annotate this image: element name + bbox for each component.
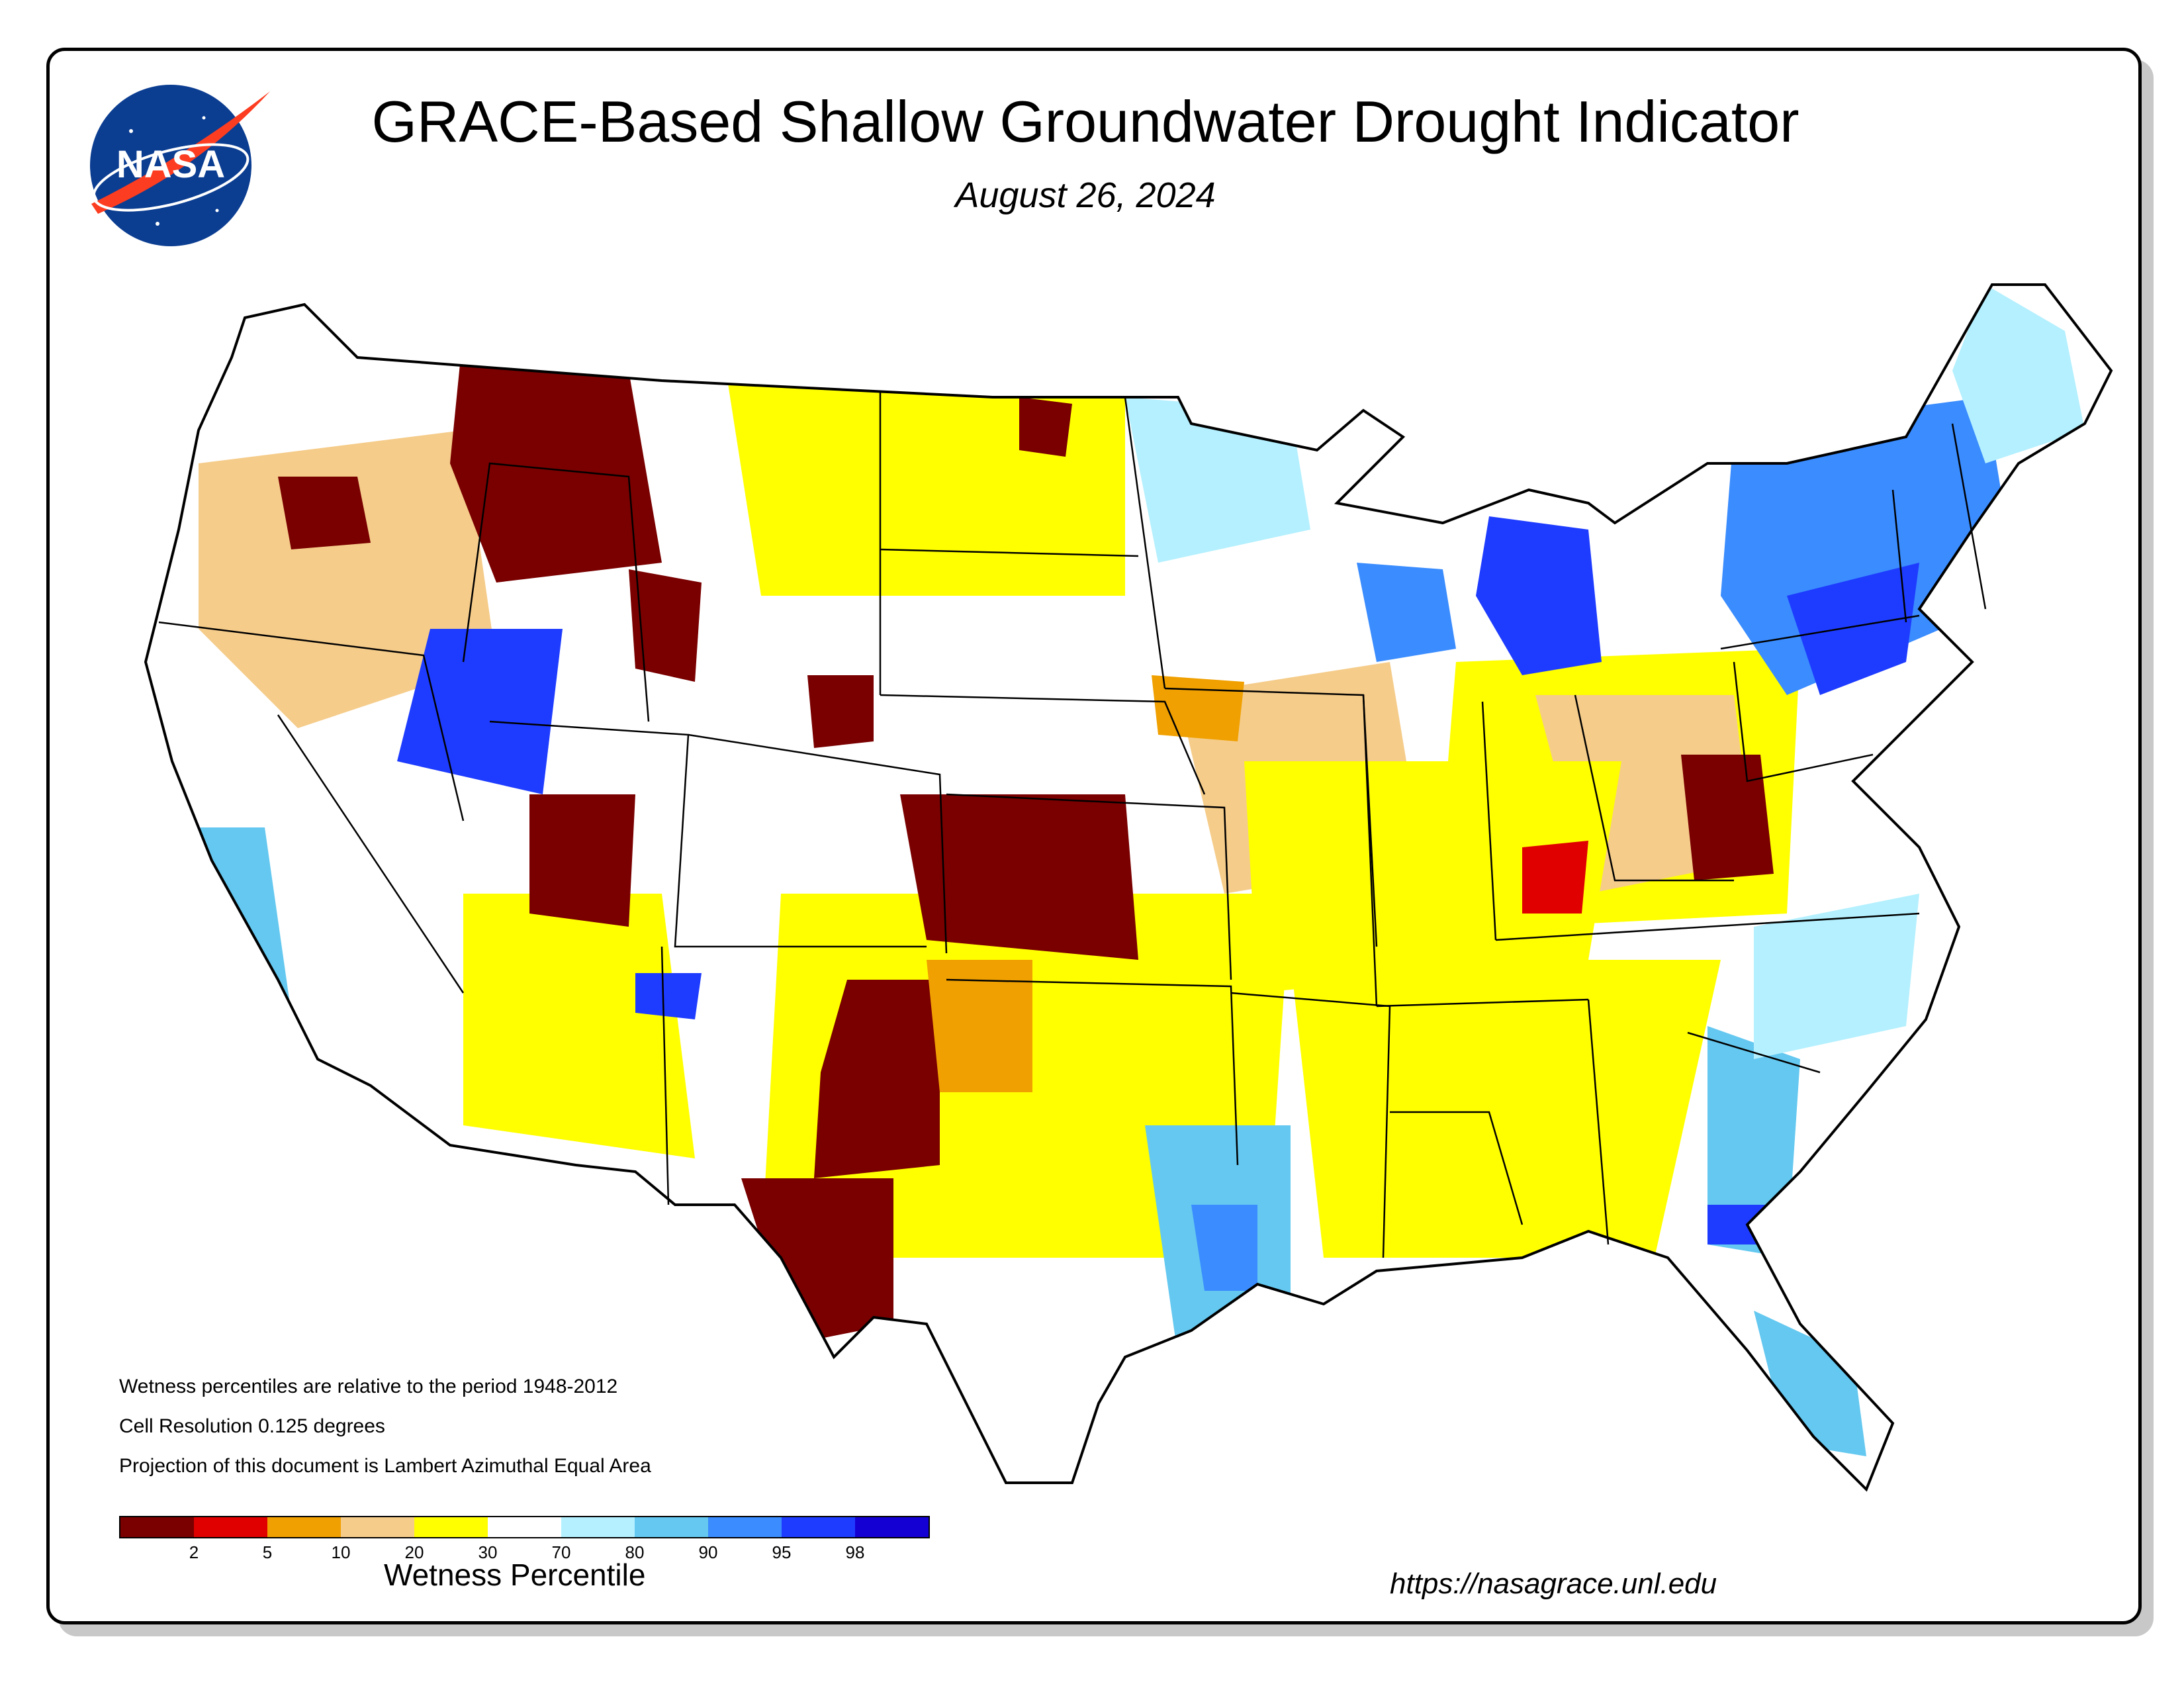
dry-area	[900, 794, 1138, 960]
legend-swatch	[708, 1517, 782, 1537]
dry-area	[741, 1178, 893, 1344]
wet-area	[1191, 1205, 1257, 1291]
legend-tick-label: 95	[772, 1542, 792, 1562]
dry-area	[529, 794, 635, 927]
wet-area	[1754, 1311, 1866, 1456]
wetness-region	[463, 894, 695, 1158]
wet-area	[1952, 285, 2085, 463]
map-date: August 26, 2024	[955, 175, 1216, 215]
wet-area	[1787, 563, 1919, 695]
legend-tick-label: 80	[625, 1542, 645, 1562]
dry-area	[927, 960, 1032, 1092]
wet-area	[635, 973, 702, 1019]
wetness-field	[146, 285, 2111, 1489]
legend-swatch	[635, 1517, 708, 1537]
legend-tick-label: 30	[478, 1542, 498, 1562]
note-projection: Projection of this document is Lambert A…	[119, 1455, 651, 1477]
state-boundaries	[158, 391, 1987, 1258]
dry-area	[1681, 755, 1774, 880]
legend-swatch	[855, 1517, 929, 1537]
note-resolution: Cell Resolution 0.125 degrees	[119, 1415, 385, 1437]
legend-tick-label: 10	[331, 1542, 351, 1562]
note-period: Wetness percentiles are relative to the …	[119, 1376, 618, 1397]
legend-swatch	[120, 1517, 194, 1537]
legend-swatch	[488, 1517, 561, 1537]
legend-tick-label: 2	[189, 1542, 199, 1562]
legend-swatch	[194, 1517, 267, 1537]
wetness-region	[199, 430, 496, 728]
wet-area	[1357, 563, 1456, 662]
legend-tick-label: 90	[698, 1542, 718, 1562]
dry-area	[450, 331, 662, 583]
legend-tick-label: 98	[845, 1542, 865, 1562]
wetness-region	[1291, 960, 1721, 1258]
dry-area	[1522, 841, 1588, 914]
wet-area	[1707, 1205, 1774, 1244]
source-url[interactable]: https://nasagrace.unl.edu	[1390, 1568, 1717, 1600]
legend-swatch	[267, 1517, 341, 1537]
legend-swatch	[561, 1517, 635, 1537]
legend-colorbar	[119, 1516, 930, 1538]
dry-area	[278, 477, 371, 549]
legend-swatch	[782, 1517, 855, 1537]
nasa-logo-text: NASA	[116, 143, 225, 186]
dry-area	[814, 980, 940, 1178]
dry-area	[1019, 397, 1072, 457]
dry-area	[1152, 675, 1244, 741]
legend-swatch	[414, 1517, 488, 1537]
nasa-logo-swoosh	[91, 91, 270, 214]
legend-tick-label: 70	[551, 1542, 571, 1562]
legend-title: Wetness Percentile	[384, 1558, 646, 1592]
legend-swatch	[341, 1517, 414, 1537]
dry-area	[807, 675, 874, 748]
legend-tick-label: 5	[262, 1542, 273, 1562]
wet-area	[397, 629, 563, 794]
nasa-logo: NASA	[90, 85, 270, 246]
wetness-region	[1244, 761, 1621, 993]
wet-area	[1754, 894, 1919, 1059]
page-title: GRACE-Based Shallow Groundwater Drought …	[371, 89, 1799, 154]
legend-tick-label: 20	[404, 1542, 424, 1562]
wet-area	[1476, 516, 1602, 675]
dry-area	[629, 569, 702, 682]
